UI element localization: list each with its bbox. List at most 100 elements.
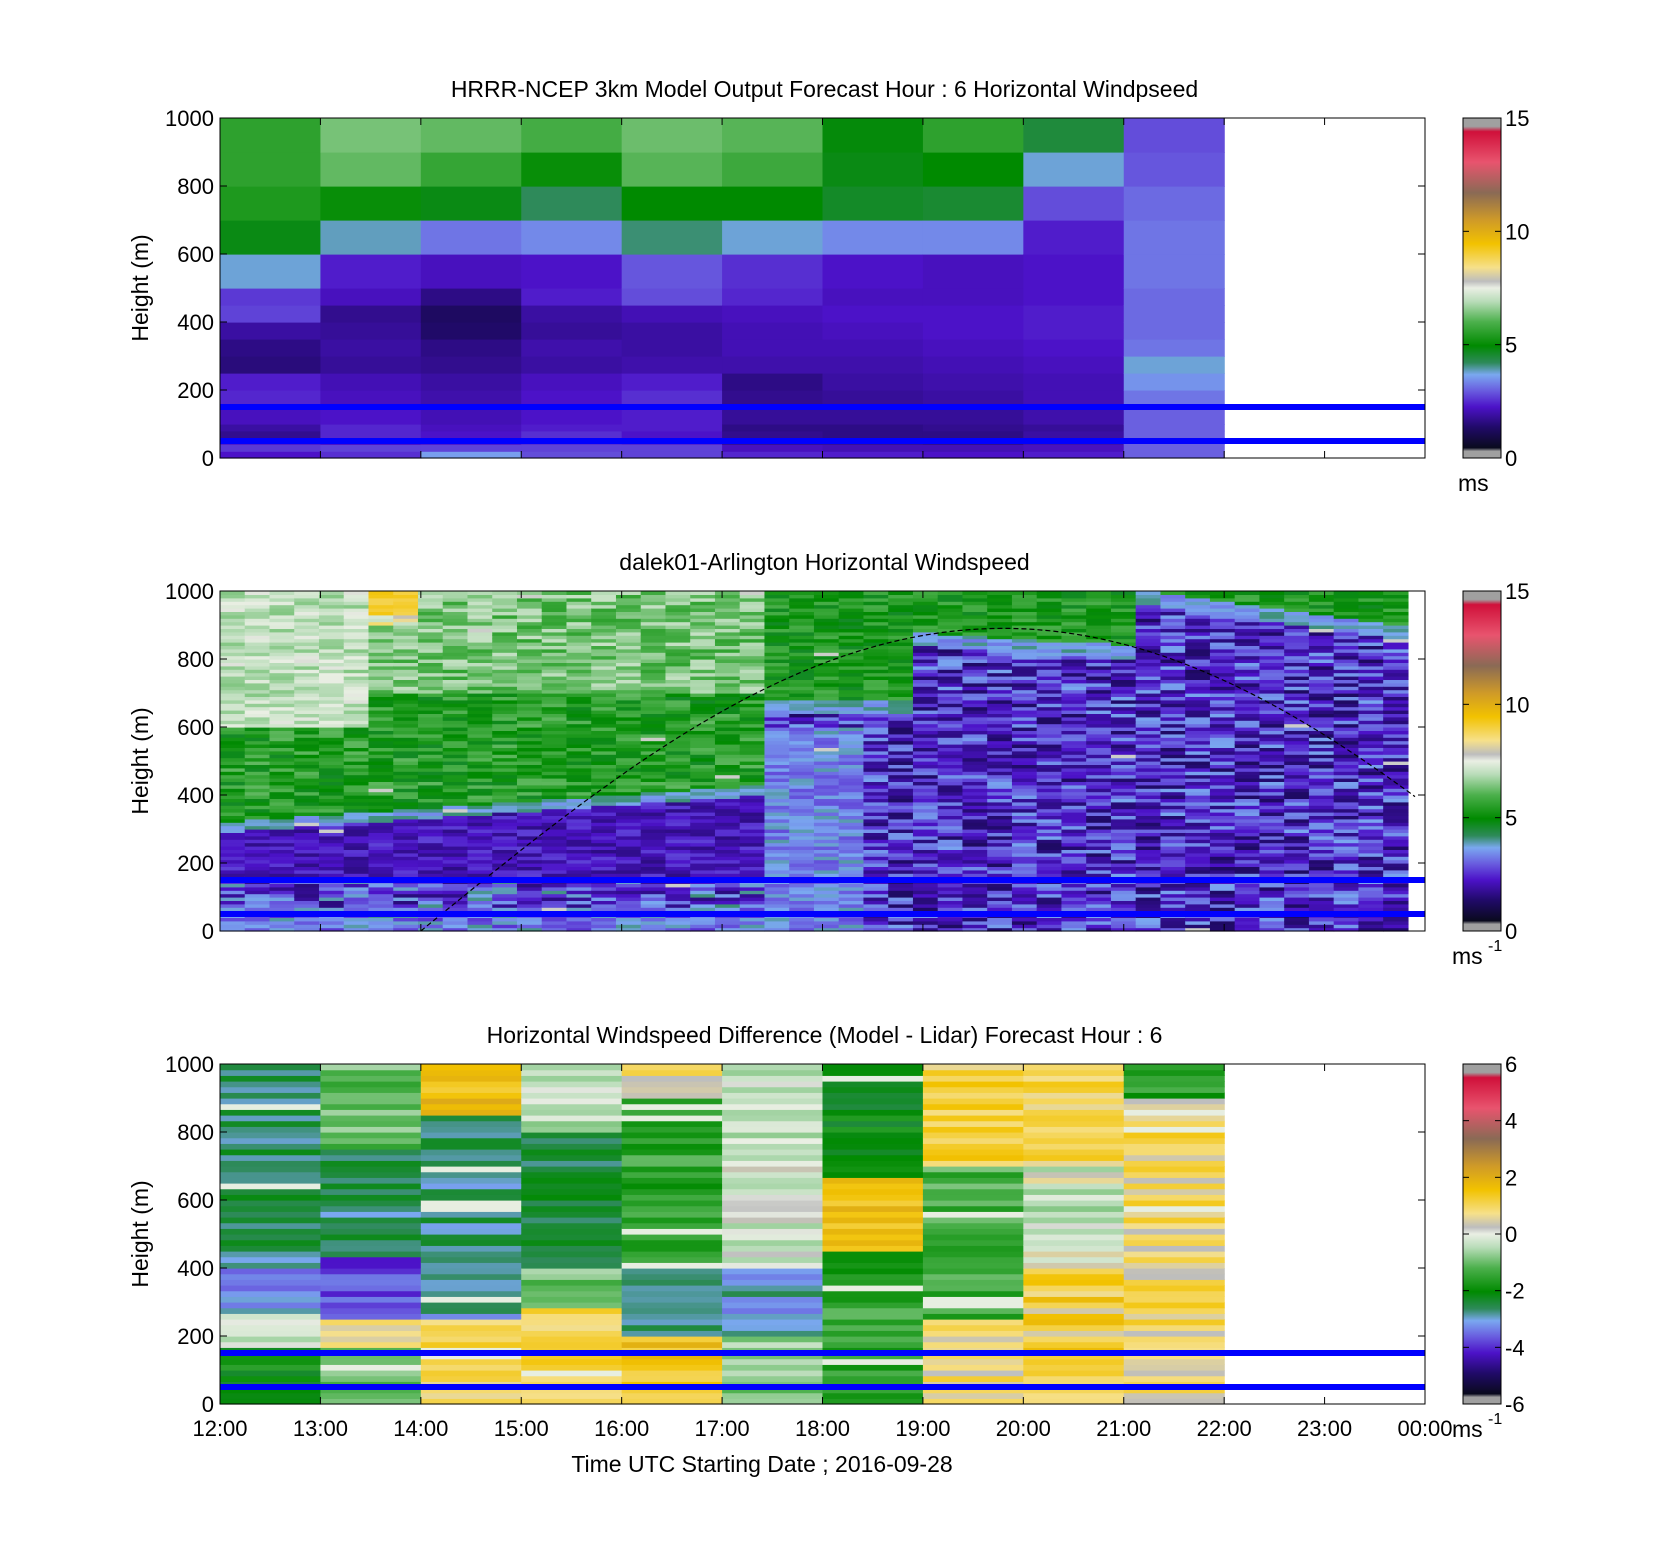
heatmap-cell [714,682,741,687]
heatmap-cell [492,601,518,606]
heatmap-cell [1333,818,1360,823]
heatmap-cell [640,635,667,640]
heatmap-cell [789,625,815,629]
heatmap-cell [467,686,493,691]
heatmap-cell [1383,805,1409,810]
heatmap-cell [1160,655,1186,660]
heatmap-cell [343,842,370,847]
heatmap-cell [838,805,865,810]
heatmap-cell [318,863,345,867]
heatmap-cell [1185,771,1211,776]
heatmap-cell [987,842,1013,847]
heatmap-cell [813,720,840,725]
heatmap-cell [987,835,1013,840]
heatmap-cell [1061,682,1087,687]
heatmap-cell [393,927,419,932]
heatmap-cell [1110,720,1137,725]
heatmap-cell [1011,631,1038,636]
heatmap-cell [1011,784,1038,789]
heatmap-cell [621,390,723,408]
heatmap-cell [1185,784,1211,789]
heatmap-cell [937,672,964,677]
heatmap-cell [1160,767,1186,772]
heatmap-cell [922,424,1024,432]
heatmap-cell [442,883,469,888]
heatmap-cell [591,645,617,650]
heatmap-cell [1036,665,1063,670]
heatmap-cell [1234,832,1261,837]
heatmap-cell [393,723,419,728]
heatmap-cell [962,866,988,871]
heatmap-cell [789,645,815,650]
heatmap-cell [764,873,790,878]
heatmap-cell [690,727,716,731]
heatmap-cell [838,917,865,922]
heatmap-cell [764,771,790,776]
heatmap-cell [813,723,840,728]
heatmap-cell [987,720,1013,725]
heatmap-cell [1135,829,1162,833]
heatmap-cell [739,815,766,820]
heatmap-cell [714,638,741,643]
heatmap-cell [1358,716,1384,721]
heatmap-cell [789,917,815,922]
heatmap-cell [739,669,766,674]
heatmap-cell [1011,863,1038,867]
heatmap-cell [393,744,419,748]
heatmap-cell [1185,638,1211,643]
heatmap-cell [615,710,642,714]
heatmap-cell [368,597,394,602]
heatmap-cell [1259,917,1285,922]
heatmap-cell [1284,873,1310,878]
heatmap-cell [1358,679,1384,684]
heatmap-cell [1036,720,1063,725]
heatmap-cell [1110,723,1137,728]
heatmap-cell [492,597,518,602]
heatmap-cell [1333,716,1360,721]
heatmap-cell [442,737,469,742]
heatmap-cell [467,893,493,898]
heatmap-cell [566,611,592,616]
heatmap-cell [591,733,617,738]
heatmap-cell [521,305,623,323]
heatmap-cell [1185,744,1211,748]
heatmap-cell [1160,631,1186,636]
heatmap-cell [1160,927,1186,932]
heatmap-cell [244,805,271,810]
heatmap-cell [269,866,295,871]
heatmap-cell [1259,744,1285,748]
heatmap-cell [1061,924,1087,929]
heatmap-cell [838,716,865,721]
heatmap-cell [1061,652,1087,657]
heatmap-cell [863,669,889,674]
heatmap-cell [1160,856,1186,861]
heatmap-cell [294,730,320,735]
heatmap-cell [813,642,840,646]
heatmap-cell [838,781,865,786]
heatmap-cell [764,900,790,905]
heatmap-cell [1036,852,1063,857]
heatmap-cell [1160,788,1186,793]
heatmap-cell [393,801,419,806]
heatmap-cell [615,645,642,650]
heatmap-cell [1234,801,1261,806]
heatmap-cell [294,655,320,660]
heatmap-cell [937,883,964,888]
heatmap-cell [1110,750,1137,755]
heatmap-cell [1036,784,1063,789]
heatmap-cell [516,744,543,748]
heatmap-cell [789,761,815,765]
heatmap-cell [1135,903,1162,908]
heatmap-cell [516,825,543,830]
heatmap-cell [244,703,271,708]
heatmap-cell [1036,638,1063,643]
heatmap-cell [244,618,271,623]
heatmap-cell [1086,597,1112,602]
heatmap-cell [1110,795,1137,799]
heatmap-cell [1110,727,1137,731]
heatmap-cell [294,747,320,752]
heatmap-cell [393,740,419,745]
heatmap-cell [417,805,444,810]
heatmap-cell [244,890,271,895]
heatmap-cell [1185,883,1211,888]
